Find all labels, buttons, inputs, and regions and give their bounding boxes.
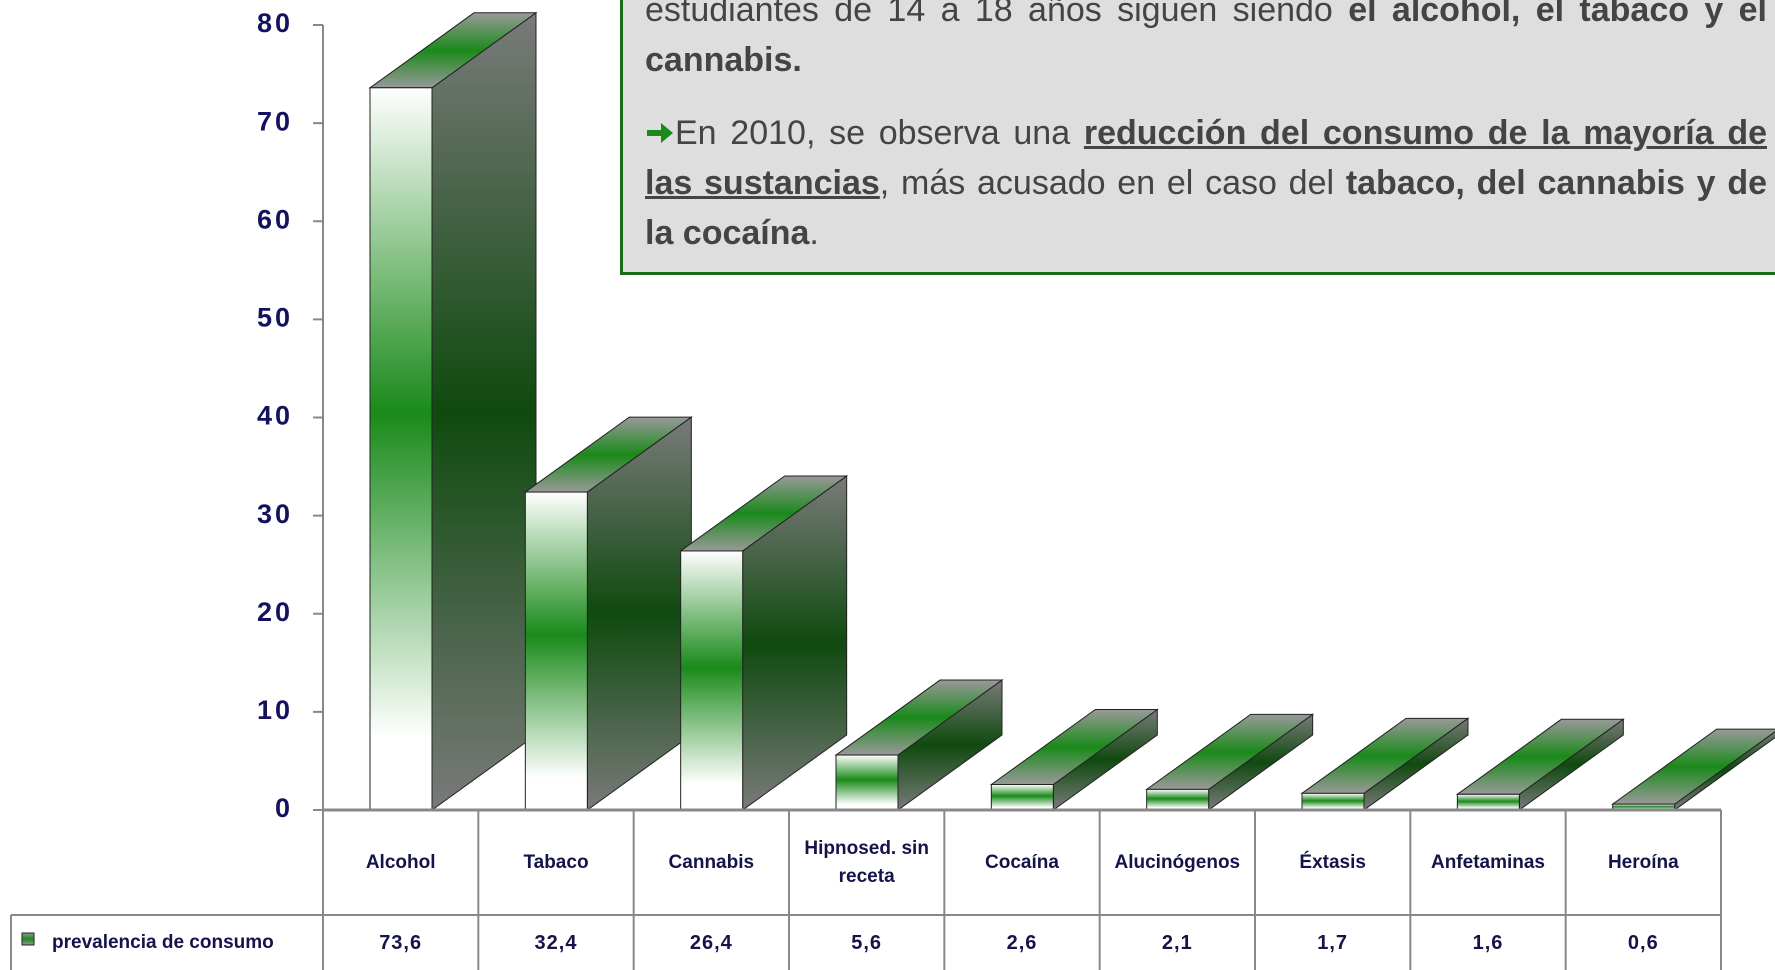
bar — [523, 416, 693, 811]
annotation-text: En 2010, se observa una — [675, 114, 1084, 152]
bar-side — [431, 11, 537, 811]
data-label: 5,6 — [851, 931, 883, 954]
annotation-paragraph: estudiantes de 14 a 18 años siguen siend… — [645, 0, 1767, 85]
x-tick-label: Cannabis — [668, 851, 755, 873]
arrow-icon — [647, 123, 673, 143]
annotation-text: el alcohol, el tabaco y el cannabis. — [645, 0, 1767, 79]
annotation-text: , más acusado en el caso del — [879, 164, 1346, 202]
x-tick-label: Anfetaminas — [1430, 851, 1545, 873]
x-tick-label: Cocaína — [985, 851, 1059, 873]
bar — [989, 708, 1159, 811]
data-label: 2,6 — [1006, 931, 1038, 954]
data-label: 32,4 — [534, 931, 578, 954]
bar-front — [990, 783, 1054, 811]
bar-front — [369, 87, 433, 811]
annotation-text: estudiantes de 14 a 18 años siguen siend… — [645, 0, 1349, 29]
x-tick-label: Hipnosed. sin receta — [804, 837, 929, 887]
bar-front — [835, 754, 899, 811]
annotation-paragraph: En 2010, se observa una reducción del co… — [645, 108, 1767, 258]
y-tick-label: 30 — [257, 499, 293, 529]
bar-front — [524, 491, 588, 811]
y-tick-label: 60 — [257, 204, 293, 234]
legend-label: prevalencia de consumo — [52, 931, 274, 953]
x-tick-label: Tabaco — [523, 851, 589, 873]
y-tick-label: 50 — [257, 303, 293, 333]
annotation-text: . — [809, 214, 819, 252]
x-tick-label: Alucinógenos — [1114, 851, 1241, 873]
annotation-text: reducción del consumo de la mayoría de l… — [645, 114, 1768, 202]
data-label: 73,6 — [379, 931, 423, 954]
annotation-text: tabaco, del cannabis y de la cocaína — [645, 164, 1768, 252]
bar — [368, 11, 538, 811]
bar — [1455, 718, 1625, 811]
data-label: 2,1 — [1161, 931, 1193, 954]
y-tick-label: 10 — [257, 695, 293, 725]
x-tick-label: Alcohol — [365, 851, 436, 873]
data-label: 26,4 — [689, 931, 733, 954]
bar — [1145, 713, 1315, 811]
legend-swatch — [21, 932, 35, 946]
y-tick-label: 0 — [275, 793, 293, 823]
bar-front — [1146, 788, 1210, 811]
bar — [1611, 728, 1775, 811]
data-label: 1,7 — [1317, 931, 1349, 954]
y-tick-label: 70 — [257, 106, 293, 136]
y-tick-label: 80 — [257, 8, 293, 38]
bar — [679, 474, 849, 811]
x-tick-label: Éxtasis — [1299, 851, 1366, 873]
annotation-box: estudiantes de 14 a 18 años siguen siend… — [620, 0, 1775, 275]
y-tick-label: 20 — [257, 597, 293, 627]
y-tick-label: 40 — [257, 401, 293, 431]
bar — [834, 679, 1004, 811]
bar-front — [1301, 792, 1365, 811]
bar-front — [680, 550, 744, 811]
data-label: 1,6 — [1472, 931, 1504, 954]
bar — [1300, 717, 1470, 811]
bar-front — [1456, 793, 1520, 811]
data-label: 0,6 — [1627, 931, 1659, 954]
x-tick-label: Heroína — [1607, 851, 1679, 873]
